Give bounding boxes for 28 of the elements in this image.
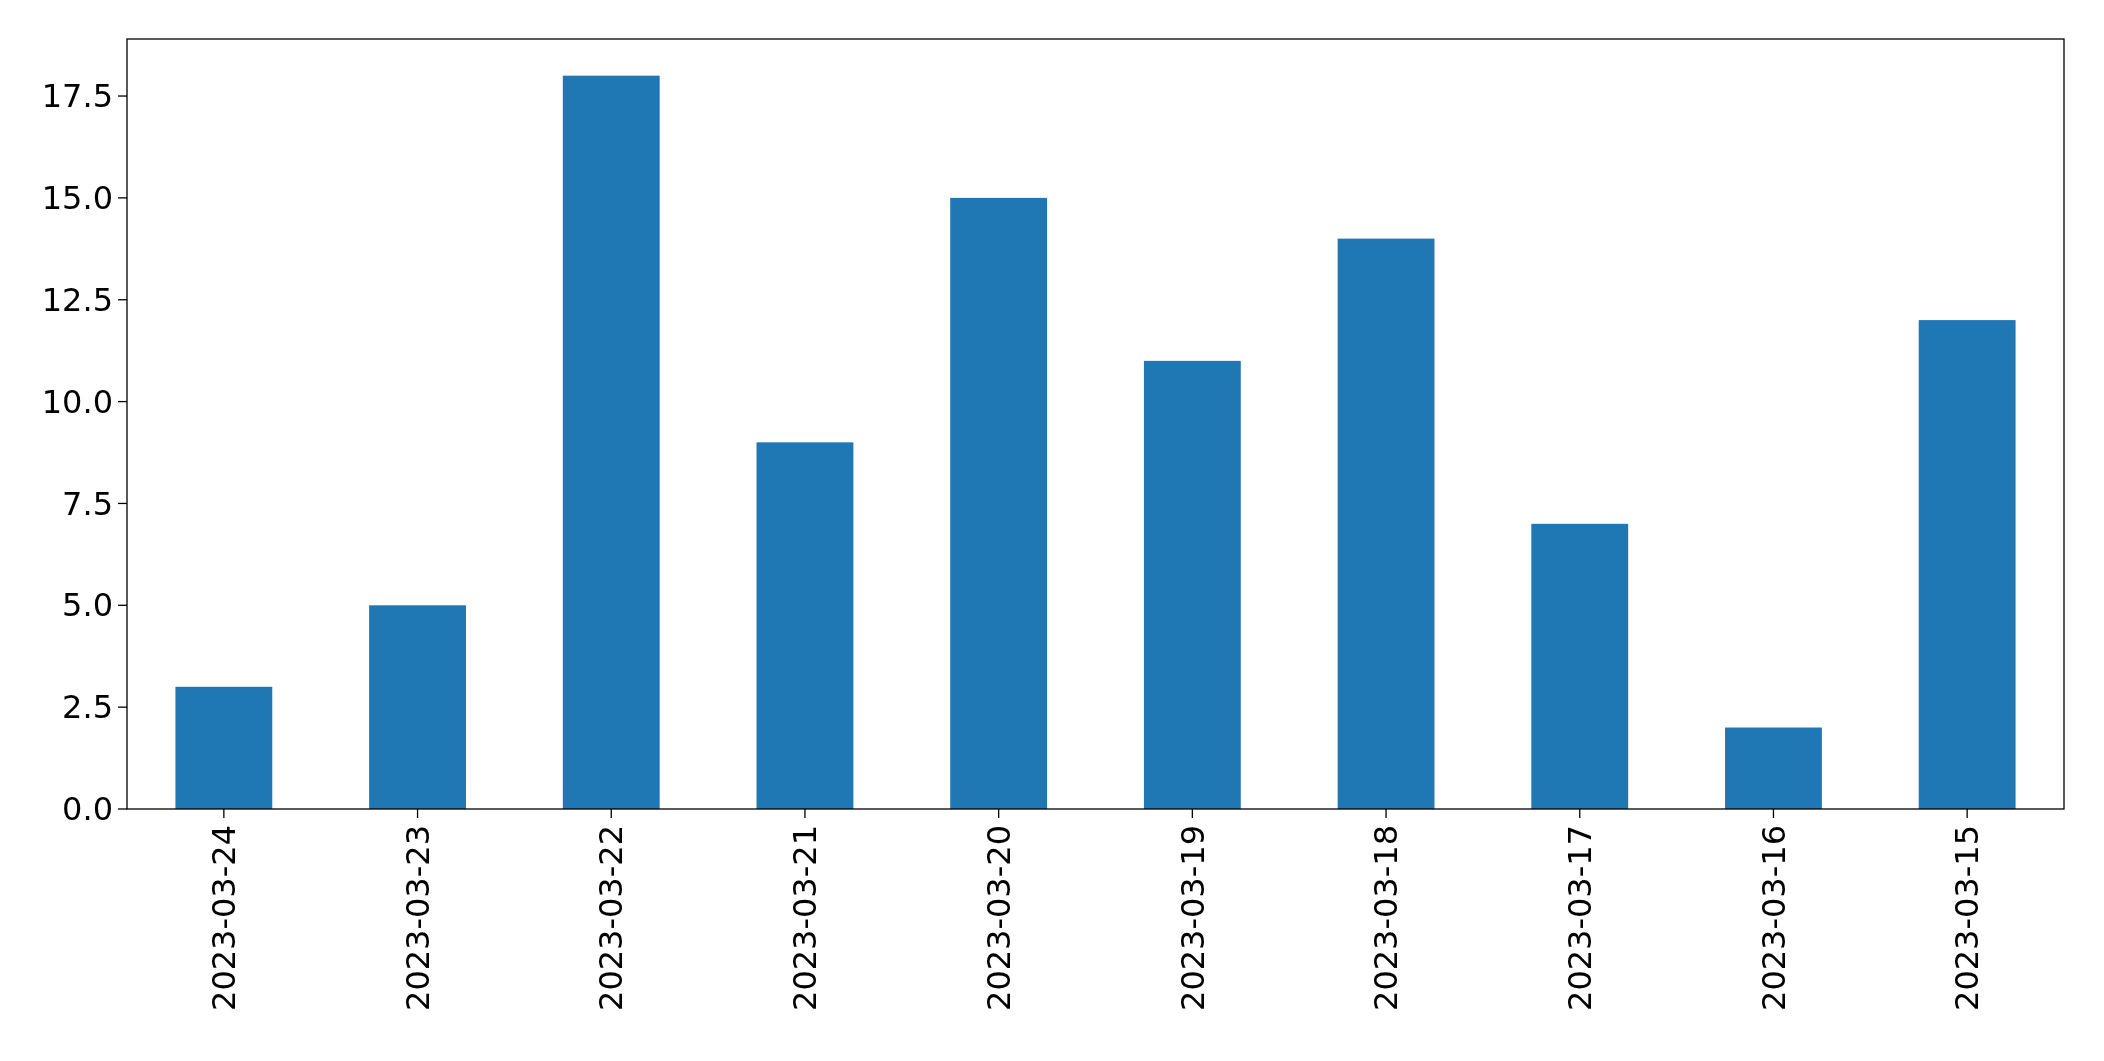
y-tick-label: 5.0 [62, 586, 113, 625]
y-tick-label: 2.5 [62, 688, 113, 727]
y-tick-label: 0.0 [62, 790, 113, 829]
y-tick-label: 15.0 [41, 179, 113, 218]
x-tick-label: 2023-03-21 [786, 825, 825, 1011]
bar [1143, 360, 1241, 809]
x-tick-label: 2023-03-15 [1948, 825, 1987, 1011]
x-tick-label: 2023-03-23 [398, 825, 437, 1011]
bar [950, 197, 1048, 809]
x-tick-label: 2023-03-18 [1367, 825, 1406, 1011]
x-tick-label: 2023-03-22 [592, 825, 631, 1011]
bar [1337, 238, 1435, 809]
y-tick-label: 12.5 [41, 280, 113, 319]
x-tick-label: 2023-03-24 [205, 825, 244, 1011]
bar [756, 442, 854, 809]
x-tick-label: 2023-03-16 [1754, 825, 1793, 1011]
x-tick-label: 2023-03-17 [1560, 825, 1599, 1011]
bar [369, 605, 466, 809]
bar [1531, 523, 1629, 809]
bar [1918, 320, 2016, 809]
bar [175, 686, 273, 809]
bar [1725, 727, 1822, 809]
y-tick-label: 17.5 [41, 77, 113, 116]
bar [562, 75, 660, 809]
x-tick-label: 2023-03-19 [1173, 825, 1212, 1011]
y-tick-label: 10.0 [41, 382, 113, 421]
x-tick-label: 2023-03-20 [979, 825, 1018, 1011]
y-tick-label: 7.5 [62, 484, 113, 523]
